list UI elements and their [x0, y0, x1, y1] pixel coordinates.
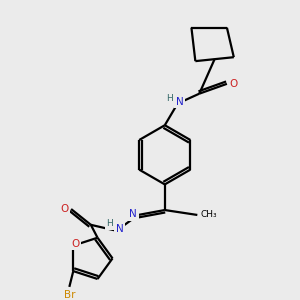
- Text: H: H: [166, 94, 173, 103]
- Text: O: O: [230, 79, 238, 89]
- Text: O: O: [71, 238, 80, 249]
- Text: Br: Br: [64, 290, 75, 300]
- Text: N: N: [176, 97, 184, 106]
- Text: CH₃: CH₃: [200, 211, 217, 220]
- Text: N: N: [116, 224, 123, 234]
- Text: N: N: [129, 209, 137, 219]
- Text: H: H: [106, 219, 113, 228]
- Text: O: O: [60, 204, 68, 214]
